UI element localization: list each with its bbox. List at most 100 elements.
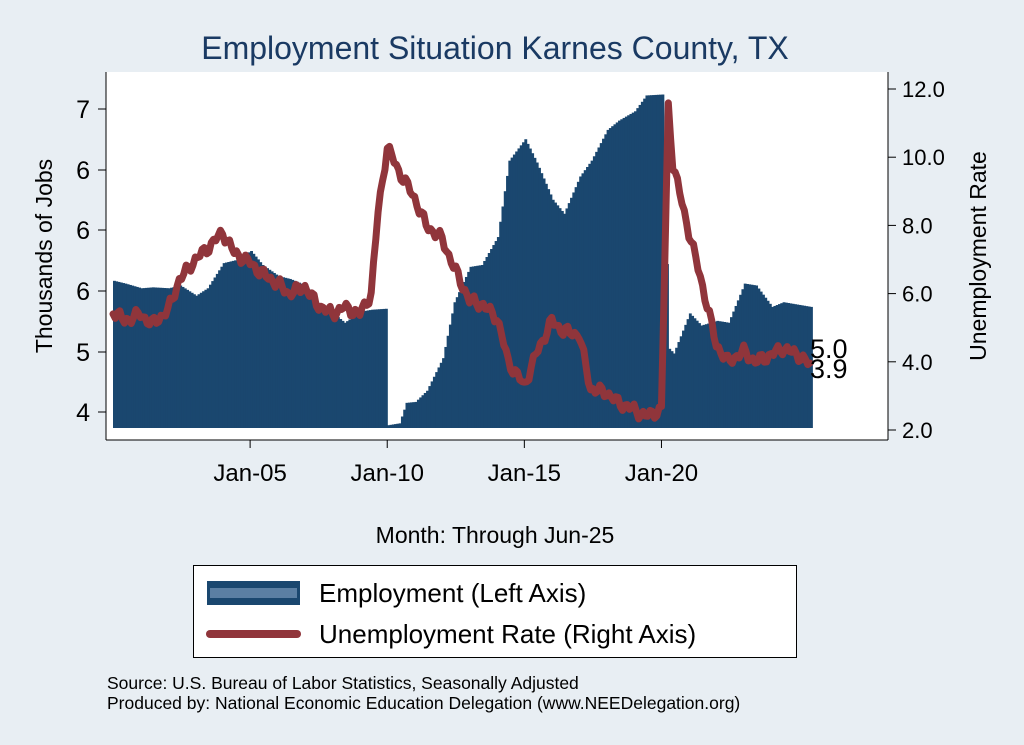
employment-bar [263, 266, 267, 428]
employment-bar [181, 286, 185, 428]
employment-bar [323, 307, 327, 428]
employment-bar [224, 262, 228, 428]
employment-bar [485, 257, 489, 428]
employment-bar [197, 294, 201, 428]
employment-end-label: 5.0 [810, 334, 848, 364]
employment-bar [725, 322, 729, 428]
employment-bar [711, 322, 715, 428]
y-left-tick-label: 6 [76, 157, 90, 185]
employment-bar [631, 112, 635, 429]
employment-bar [286, 278, 290, 428]
employment-bar [343, 322, 347, 428]
employment-bar [419, 397, 423, 428]
employment-bar [691, 315, 695, 428]
employment-bar [588, 163, 592, 428]
employment-bar [126, 284, 130, 428]
employment-bar [307, 288, 311, 428]
employment-bar [503, 191, 507, 428]
employment-bar [540, 173, 544, 428]
x-tick-label: Jan-15 [488, 460, 561, 487]
x-tick-label: Jan-10 [351, 460, 424, 487]
employment-bar [702, 324, 706, 428]
employment-bar [558, 208, 562, 428]
employment-bar [311, 295, 315, 428]
employment-bar [592, 156, 596, 428]
employment-bar [554, 202, 557, 428]
axes [105, 72, 889, 441]
employment-bar [636, 108, 640, 429]
employment-bar [684, 324, 688, 428]
employment-bar [421, 395, 425, 428]
employment-bar [304, 285, 308, 428]
employment-bar [432, 376, 436, 428]
produced-by-note: Produced by: National Economic Education… [107, 693, 741, 713]
employment-bar [544, 183, 548, 428]
employment-bar [490, 249, 493, 428]
employment-bar [583, 170, 587, 428]
employment-bar [325, 308, 329, 428]
employment-bar [332, 313, 336, 428]
employment-bar [519, 145, 523, 428]
employment-bar [272, 272, 276, 428]
employment-bar [458, 292, 461, 428]
employment-bar [414, 401, 418, 428]
employment-bar [439, 362, 443, 428]
employment-bar [362, 311, 365, 428]
y-left-tick-label: 6 [76, 217, 90, 245]
employment-bar [567, 203, 571, 428]
employment-bar [768, 303, 772, 428]
employment-bar [195, 295, 199, 428]
employment-bar [277, 276, 281, 428]
employment-bar [270, 271, 274, 428]
employment-bar [204, 289, 208, 428]
employment-bar [723, 321, 727, 428]
legend-item-unemployment: Unemployment Rate (Right Axis) [206, 614, 696, 654]
employment-bar [339, 319, 343, 428]
employment-bar [163, 288, 167, 428]
employment-bar [789, 303, 793, 428]
employment-bar [435, 372, 439, 428]
employment-bar [531, 153, 535, 428]
employment-bar [371, 309, 375, 428]
employment-bar [430, 381, 434, 428]
employment-bar [256, 259, 260, 428]
employment-bar [357, 313, 361, 428]
employment-bar [698, 323, 701, 428]
employment-bar [542, 178, 546, 428]
employment-bar [714, 321, 717, 428]
y-left-tick-label: 5 [76, 339, 90, 367]
employment-bar [222, 263, 226, 428]
employment-bar [231, 260, 235, 428]
employment-bar [279, 276, 283, 428]
employment-bar [378, 309, 381, 428]
employment-bar [773, 305, 777, 428]
employment-bar [444, 346, 448, 428]
employment-bar [190, 292, 194, 428]
employment-bar [158, 287, 162, 428]
employment-bar [147, 287, 151, 428]
employment-bar [615, 122, 619, 428]
employment-bar [295, 281, 299, 428]
employment-bar [448, 324, 452, 428]
employment-bar [634, 111, 637, 428]
employment-bar [156, 287, 160, 428]
employment-bar [627, 115, 631, 428]
employment-bar [238, 257, 242, 428]
employment-bar [654, 94, 658, 429]
employment-bar [348, 319, 352, 428]
employment-bar [366, 310, 370, 428]
employment-bar [451, 313, 455, 428]
employment-bar [113, 280, 116, 428]
employment-bar [563, 213, 567, 428]
employment-bar [396, 423, 400, 428]
employment-bar [446, 335, 450, 428]
employment-bar [165, 288, 169, 428]
legend: Employment (Left Axis) Unemployment Rate… [193, 565, 797, 658]
employment-bar [670, 351, 674, 428]
legend-label-unemployment: Unemployment Rate (Right Axis) [319, 618, 697, 649]
employment-bar [526, 143, 530, 428]
employment-bar [208, 284, 212, 428]
employment-bar [643, 98, 647, 429]
employment-bar [535, 162, 539, 428]
